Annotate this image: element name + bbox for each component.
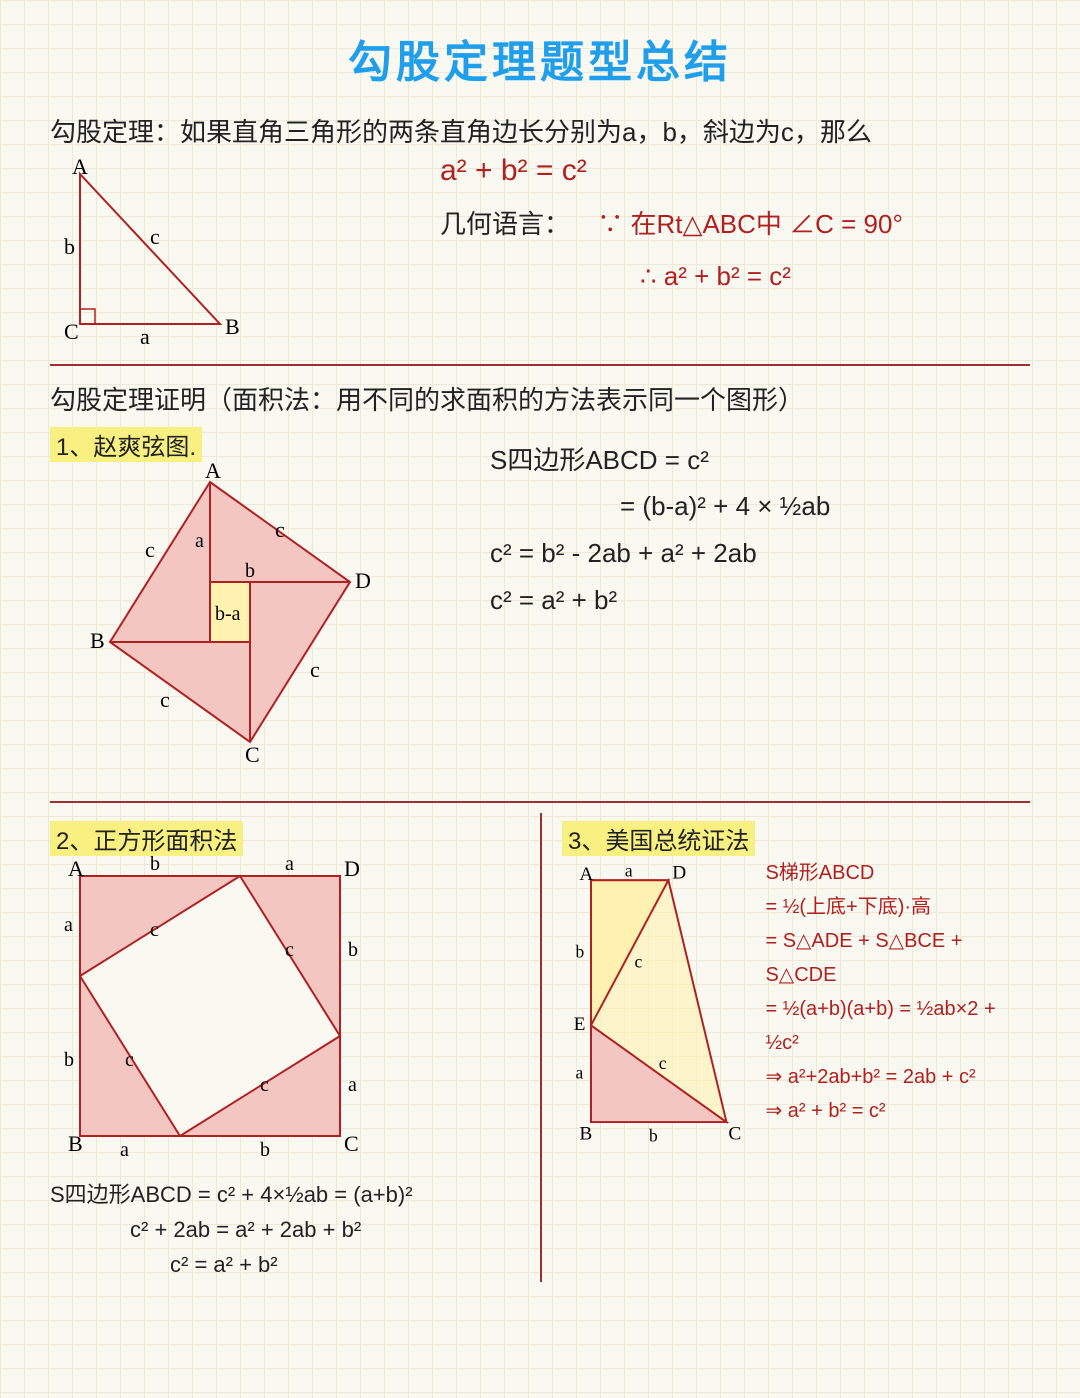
p1-eq4: c² = a² + b²	[490, 577, 830, 624]
svg-text:E: E	[574, 1014, 586, 1035]
svg-text:D: D	[344, 856, 360, 881]
triangle-diagram: A B C b a c	[50, 154, 240, 354]
svg-text:c: c	[260, 1074, 269, 1096]
svg-text:c: c	[275, 517, 285, 542]
svg-text:b: b	[260, 1139, 270, 1161]
svg-text:c: c	[310, 657, 320, 682]
svg-text:b: b	[64, 1049, 74, 1071]
p1-eq1: S四边形ABCD = c²	[490, 437, 830, 484]
svg-text:A: A	[68, 856, 84, 881]
p3-eq4: ⇒ a²+2ab+b² = 2ab + c²	[765, 1060, 1030, 1094]
svg-text:b: b	[150, 856, 160, 875]
svg-text:B: B	[68, 1131, 83, 1156]
p1-eq3: c² = b² - 2ab + a² + 2ab	[490, 530, 830, 577]
svg-text:a: a	[120, 1139, 129, 1161]
svg-text:A: A	[72, 154, 88, 179]
svg-text:b: b	[64, 234, 75, 259]
svg-text:c: c	[150, 224, 160, 249]
main-formula: a² + b² = c²	[440, 154, 903, 188]
intro-text: 勾股定理：如果直角三角形的两条直角边长分别为a，b，斜边为c，那么	[50, 112, 1030, 154]
svg-text:a: a	[625, 860, 633, 880]
svg-text:c: c	[145, 537, 155, 562]
geo-condition: ∵ 在Rt△ABC中 ∠C = 90°	[597, 209, 903, 239]
svg-text:c: c	[635, 951, 643, 971]
svg-text:c: c	[285, 939, 294, 961]
svg-text:b: b	[348, 939, 358, 961]
proof-header: 勾股定理证明（面积法：用不同的求面积的方法表示同一个图形）	[50, 380, 1030, 417]
p1-eq2: = (b-a)² + 4 × ½ab	[620, 483, 830, 530]
zhaoshuang-diagram: A D C B c c c c a b b-a	[50, 462, 410, 782]
p3-eq3: = ½(a+b)(a+b) = ½ab×2 + ½c²	[765, 992, 1030, 1060]
svg-text:a: a	[140, 324, 150, 349]
p3-eq0: S梯形ABCD	[765, 856, 1030, 890]
svg-text:a: a	[285, 856, 294, 875]
svg-text:C: C	[245, 742, 260, 767]
trapezoid-diagram: A D B C E a b a b c c	[562, 856, 755, 1156]
geo-result: ∴ a² + b² = c²	[640, 261, 791, 291]
svg-text:C: C	[728, 1123, 741, 1144]
p2-eq1: S四边形ABCD = c² + 4×½ab = (a+b)²	[50, 1177, 530, 1212]
p3-eq1: = ½(上底+下底)·高	[765, 890, 1030, 924]
divider-2	[50, 801, 1030, 803]
svg-text:C: C	[344, 1131, 359, 1156]
square-diagram: A D C B b a a b a b b a c c c c	[50, 856, 380, 1166]
svg-text:b: b	[576, 941, 585, 961]
svg-text:a: a	[195, 530, 204, 552]
svg-text:b: b	[245, 560, 255, 582]
divider-1	[50, 364, 1030, 366]
svg-text:A: A	[205, 462, 221, 483]
svg-text:C: C	[64, 319, 79, 344]
proof1-title: 1、赵爽弦图.	[50, 427, 202, 462]
svg-text:c: c	[125, 1049, 134, 1071]
proof3-title: 3、美国总统证法	[562, 821, 755, 856]
svg-text:A: A	[579, 864, 593, 885]
svg-text:D: D	[355, 568, 371, 593]
proof2-title: 2、正方形面积法	[50, 821, 243, 856]
page-title: 勾股定理题型总结	[50, 26, 1030, 90]
svg-text:a: a	[64, 914, 73, 936]
svg-text:c: c	[150, 919, 159, 941]
svg-text:B: B	[225, 314, 240, 339]
svg-text:b: b	[649, 1125, 658, 1145]
svg-text:D: D	[672, 862, 686, 883]
p2-eq3: c² = a² + b²	[170, 1247, 530, 1282]
svg-text:B: B	[90, 628, 105, 653]
svg-text:B: B	[579, 1123, 592, 1144]
svg-text:c: c	[659, 1052, 667, 1072]
p3-eq2: = S△ADE + S△BCE + S△CDE	[765, 924, 1030, 992]
svg-text:a: a	[576, 1062, 584, 1082]
svg-text:a: a	[348, 1074, 357, 1096]
svg-text:b-a: b-a	[215, 603, 241, 625]
geo-label: 几何语言：	[440, 209, 570, 239]
p3-eq5: ⇒ a² + b² = c²	[765, 1094, 1030, 1128]
p2-eq2: c² + 2ab = a² + 2ab + b²	[130, 1212, 530, 1247]
svg-text:c: c	[160, 687, 170, 712]
